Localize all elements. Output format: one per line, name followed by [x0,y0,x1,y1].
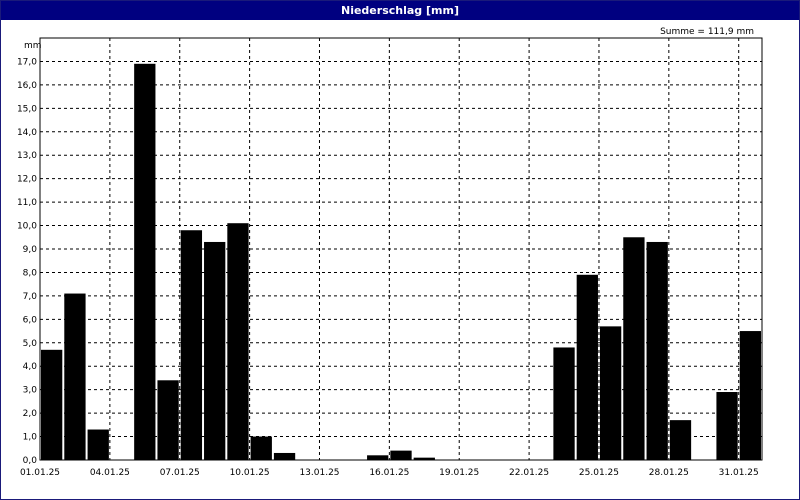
y-tick-label: 5,0 [23,339,38,349]
precipitation-bar [646,241,668,460]
precipitation-bar [413,457,435,460]
precipitation-bar [87,429,109,460]
precipitation-bar [576,274,598,460]
y-axis-label: mm [24,41,42,51]
x-tick-label: 16.01.25 [369,468,409,478]
x-tick-label: 10.01.25 [230,468,270,478]
y-tick-label: 15,0 [17,104,37,114]
precipitation-bar [669,420,692,460]
y-tick-label: 8,0 [23,268,38,278]
precipitation-bar [157,380,179,460]
bars [41,63,761,461]
y-tick-label: 16,0 [17,81,37,91]
precipitation-bar [180,230,203,460]
plot-border [39,37,763,461]
x-tick-label: 01.01.25 [20,468,60,478]
y-tick-label: 3,0 [23,386,38,396]
x-tick-label: 25.01.25 [579,468,619,478]
y-tick-label: 14,0 [17,128,37,138]
y-axis-ticks: 0,0 1,0 2,0 3,0 4,0 5,0 6,0 7,0 8,0 9,0 10,0 11,0 12… [17,57,37,466]
y-tick-label: 6,0 [23,315,38,325]
x-axis-ticks: 01.01.25 04.01.25 07.01.25 10.01.25 13.01.25… [20,468,759,478]
y-tick-label: 17,0 [17,57,37,67]
precipitation-bar [41,349,63,460]
x-tick-label: 07.01.25 [160,468,200,478]
precipitation-bar [134,63,156,461]
sum-label: Summe = 111,9 mm [660,27,754,37]
chart-title: Niederschlag [mm] [1,1,799,20]
y-tick-label: 13,0 [17,151,37,161]
precipitation-bar [739,331,761,460]
precipitation-bar [553,347,575,460]
y-tick-label: 1,0 [23,433,38,443]
precipitation-bar [367,455,389,460]
y-tick-label: 4,0 [23,362,38,372]
precipitation-bar [599,326,622,460]
precipitation-bar [623,237,645,460]
y-tick-label: 7,0 [23,292,38,302]
precipitation-bar [227,223,249,460]
y-tick-label: 2,0 [23,409,38,419]
precipitation-bar [716,392,738,460]
x-tick-label: 04.01.25 [90,468,130,478]
precipitation-bar [204,241,226,460]
y-tick-label: 11,0 [17,198,37,208]
x-tick-label: 22.01.25 [509,468,549,478]
precipitation-bar [273,452,296,460]
y-tick-label: 9,0 [23,245,38,255]
y-tick-label: 10,0 [17,222,37,232]
x-tick-label: 19.01.25 [439,468,479,478]
y-tick-label: 0,0 [23,456,38,466]
y-tick-label: 12,0 [17,175,37,185]
x-tick-label: 31.01.25 [719,468,759,478]
precipitation-bar [390,450,412,460]
x-tick-label: 28.01.25 [649,468,689,478]
precipitation-bar [250,436,272,460]
x-tick-label: 13.01.25 [299,468,339,478]
precipitation-bar [64,293,86,460]
